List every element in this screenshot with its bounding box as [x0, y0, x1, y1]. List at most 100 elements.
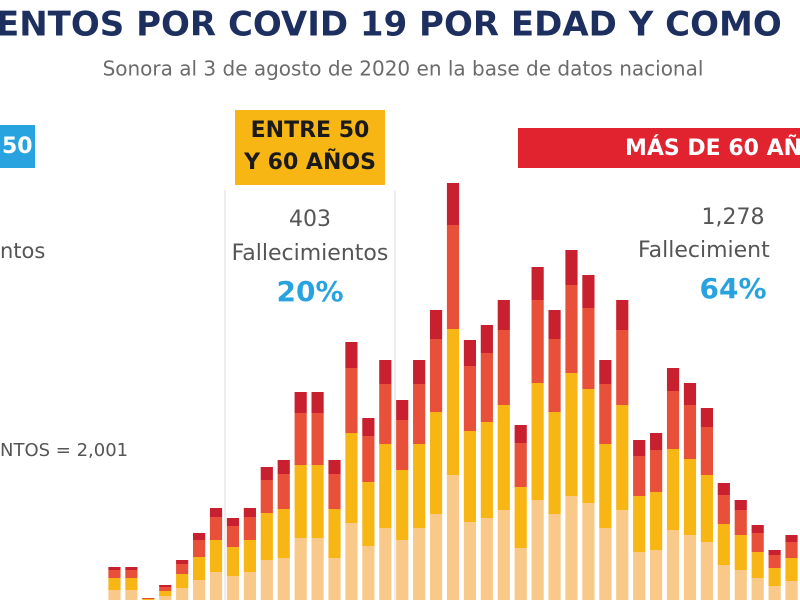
bar-segment: [463, 431, 477, 522]
bar-segment: [446, 475, 460, 600]
bar-segment: [193, 557, 206, 580]
bar-segment: [345, 342, 358, 368]
bar-segment: [345, 433, 358, 523]
bar-segment: [599, 384, 612, 444]
bar-segment: [328, 509, 341, 558]
stat-label: ntos: [0, 239, 45, 263]
bar-segment: [785, 542, 798, 558]
bar-segment: [328, 460, 341, 474]
bar-segment: [142, 598, 155, 599]
bar-segment: [463, 340, 477, 366]
bar-segment: [176, 560, 189, 564]
bar-segment: [548, 514, 561, 600]
bar-segment: [531, 300, 544, 383]
bar-segment: [633, 440, 646, 456]
bar-segment: [683, 383, 697, 405]
total-label: NTOS = 2,001: [0, 440, 128, 461]
bar-segment: [666, 391, 680, 449]
bar-segment: [785, 558, 798, 581]
bar-segment: [311, 538, 324, 600]
bar-segment: [548, 339, 561, 412]
bar-segment: [497, 330, 510, 405]
bar-segment: [582, 389, 595, 503]
bar-segment: [650, 450, 663, 492]
bar-segment: [734, 570, 747, 600]
bar-segment: [125, 570, 138, 578]
bar-segment: [379, 384, 392, 444]
bar-segment: [768, 586, 781, 600]
stat-label: Fallecimient: [638, 238, 770, 263]
bar-segment: [616, 510, 629, 600]
bar-segment: [277, 474, 290, 509]
bar-segment: [277, 509, 290, 558]
bar-segment: [159, 596, 172, 600]
age-box: [235, 110, 385, 185]
bar-segment: [294, 465, 307, 538]
bar-segment: [396, 420, 409, 470]
stat-label: Fallecimientos: [232, 241, 389, 266]
bar-segment: [531, 267, 544, 300]
bar-segment: [497, 405, 510, 510]
age-box-label: ENTRE 50: [251, 118, 370, 143]
bar-segment: [193, 533, 206, 540]
bar-segment: [362, 418, 375, 436]
bar-segment: [379, 444, 392, 528]
bar-segment: [362, 546, 375, 600]
bar-segment: [616, 300, 629, 330]
bar-segment: [125, 590, 138, 600]
bar-segment: [700, 475, 713, 542]
subtitle: Sonora al 3 de agosto de 2020 en la base…: [103, 57, 704, 81]
bar-segment: [328, 474, 341, 509]
bar-segment: [176, 574, 189, 588]
bar-segment: [480, 353, 493, 422]
bar-segment: [429, 412, 443, 514]
bar-segment: [531, 500, 544, 600]
age-box-label: MÁS DE 60 AÑ: [625, 135, 800, 161]
bar-segment: [413, 360, 426, 384]
bar-segment: [108, 578, 121, 590]
bar-segment: [666, 368, 680, 391]
bar-segment: [751, 578, 764, 600]
bar-segment: [277, 460, 290, 474]
bar-segment: [396, 400, 409, 420]
bar-segment: [446, 329, 460, 475]
bar-segment: [311, 465, 324, 538]
bar-segment: [108, 570, 121, 578]
bar-segment: [599, 360, 612, 384]
bar-segment: [751, 552, 764, 578]
bar-segment: [260, 560, 273, 600]
bar-segment: [768, 568, 781, 586]
bar-segment: [413, 528, 426, 600]
stat-count: 403: [289, 207, 331, 232]
bar-segment: [616, 405, 629, 510]
bar-segment: [243, 517, 256, 540]
bar-segment: [768, 555, 781, 568]
bar-segment: [379, 360, 392, 384]
bar-segment: [751, 533, 764, 552]
stat-pct: 64%: [699, 272, 766, 305]
bar-segment: [514, 425, 527, 443]
age-box: [518, 128, 800, 168]
bar-segment: [599, 444, 612, 528]
bar-segment: [497, 300, 510, 330]
bar-segment: [463, 366, 477, 431]
bar-segment: [565, 250, 578, 285]
bar-segment: [683, 405, 697, 459]
bar-segment: [666, 449, 680, 530]
bar-segment: [633, 552, 646, 600]
bar-segment: [294, 392, 307, 413]
bar-segment: [176, 564, 189, 574]
bar-segment: [108, 590, 121, 600]
bar-segment: [294, 413, 307, 465]
bar-segment: [159, 587, 172, 591]
bar-segment: [226, 547, 240, 576]
bar-segment: [277, 558, 290, 600]
bar-segment: [683, 535, 697, 600]
bar-segment: [480, 422, 493, 518]
bar-segment: [243, 508, 256, 517]
bar-segment: [582, 275, 595, 308]
bar-segment: [226, 526, 240, 547]
bar-segment: [734, 510, 747, 535]
bar-segment: [345, 368, 358, 433]
bar-segment: [582, 308, 595, 389]
